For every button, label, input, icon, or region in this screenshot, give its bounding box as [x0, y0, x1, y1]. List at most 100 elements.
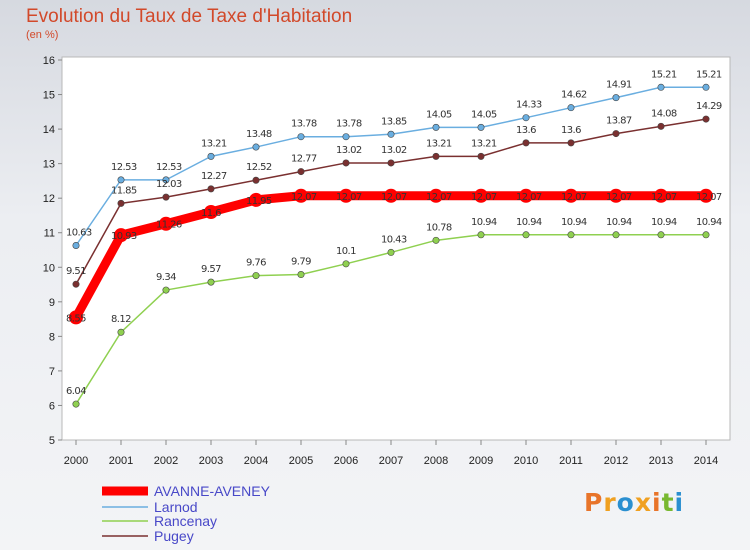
data-label: 8.12	[111, 314, 131, 325]
data-label: 13.21	[471, 138, 497, 149]
data-point	[657, 231, 665, 239]
y-tick-label: 5	[49, 435, 55, 447]
data-label: 14.05	[471, 109, 497, 120]
data-point	[522, 139, 530, 147]
data-point	[702, 83, 710, 91]
data-point	[297, 168, 305, 176]
data-point	[477, 152, 485, 160]
data-label: 14.91	[606, 80, 632, 91]
x-tick-label: 2004	[244, 455, 268, 467]
x-tick-label: 2010	[514, 455, 538, 467]
data-point	[162, 193, 170, 201]
legend-item-rancenay: Rancenay	[102, 513, 217, 529]
series-avanne-aveney: 8.55 10.93 11.26 11.6 11.95 12.07 12.07 12.07 12…	[66, 188, 722, 325]
data-label: 13.02	[336, 145, 362, 156]
data-label: 14.62	[561, 90, 587, 101]
data-label: 12.07	[561, 192, 587, 203]
data-point	[117, 328, 125, 336]
data-point	[342, 133, 350, 141]
data-point	[432, 123, 440, 131]
y-tick-label: 13	[43, 159, 55, 171]
y-tick-label: 8	[49, 331, 55, 343]
data-point	[384, 188, 398, 203]
data-point	[249, 192, 263, 207]
data-label: 10.1	[336, 246, 356, 257]
data-point	[612, 94, 620, 102]
data-label: 14.33	[516, 100, 542, 111]
data-point	[657, 122, 665, 130]
data-label: 10.63	[66, 228, 92, 239]
legend-item-pugey: Pugey	[102, 528, 194, 544]
data-point	[654, 188, 668, 203]
data-label: 13.6	[561, 125, 581, 136]
data-point	[477, 231, 485, 239]
data-label: 13.21	[201, 138, 227, 149]
data-label: 12.07	[336, 192, 362, 203]
data-point	[432, 236, 440, 244]
series-pugey: 9.51 11.85 12.03 12.27 12.52 12.77 13.02 13.02 1…	[66, 101, 722, 288]
data-point	[114, 228, 128, 243]
data-label: 6.04	[66, 386, 86, 397]
data-point	[474, 188, 488, 203]
data-point	[72, 400, 80, 408]
x-tick-label: 2009	[469, 455, 493, 467]
data-point	[702, 231, 710, 239]
data-label: 9.57	[201, 264, 221, 275]
data-label: 11.26	[156, 220, 182, 231]
x-tick-label: 2011	[559, 455, 583, 467]
x-tick-label: 2003	[199, 455, 223, 467]
data-point	[519, 188, 533, 203]
x-tick-label: 2006	[334, 455, 358, 467]
data-label: 10.94	[516, 217, 542, 228]
data-point	[207, 152, 215, 160]
data-point	[294, 188, 308, 203]
data-point	[72, 280, 80, 288]
y-tick-label: 11	[44, 228, 55, 240]
proxiti-logo: Proxiti	[584, 488, 685, 517]
data-point	[162, 176, 170, 184]
data-label: 9.76	[246, 258, 266, 269]
data-point	[252, 272, 260, 280]
data-label: 10.78	[426, 222, 452, 233]
data-point	[612, 130, 620, 138]
data-point	[522, 231, 530, 239]
data-point	[117, 199, 125, 207]
x-tick-label: 2013	[649, 455, 673, 467]
data-label: 12.07	[471, 192, 497, 203]
data-point	[432, 152, 440, 160]
data-label: 12.27	[201, 171, 227, 182]
data-point	[117, 176, 125, 184]
data-label: 12.07	[651, 192, 677, 203]
data-label: 13.02	[381, 145, 407, 156]
data-point	[699, 188, 713, 203]
data-label: 13.78	[336, 119, 362, 130]
y-tick-label: 9	[49, 297, 55, 309]
data-point	[477, 123, 485, 131]
data-label: 13.85	[381, 116, 407, 127]
data-point	[162, 286, 170, 294]
y-tick-label: 16	[43, 55, 55, 67]
data-label: 9.51	[66, 266, 86, 277]
x-tick-label: 2005	[289, 455, 313, 467]
data-label: 14.29	[696, 101, 722, 112]
data-point	[609, 188, 623, 203]
legend-label: AVANNE-AVENEY	[154, 483, 271, 499]
data-point	[159, 216, 173, 231]
y-tick-label: 14	[43, 124, 55, 136]
legend-item-larnod: Larnod	[102, 499, 198, 515]
data-point	[207, 278, 215, 286]
data-label: 12.07	[516, 192, 542, 203]
data-label: 10.94	[651, 217, 677, 228]
data-label: 13.48	[246, 129, 272, 140]
data-point	[204, 205, 218, 219]
data-label: 12.07	[606, 192, 632, 203]
legend-item-avanne-aveney: AVANNE-AVENEY	[102, 483, 271, 499]
data-label: 13.78	[291, 119, 317, 130]
data-label: 12.07	[426, 192, 452, 203]
chart-title: Evolution du Taux de Taxe d'Habitation	[26, 6, 353, 27]
data-label: 11.6	[201, 208, 221, 219]
data-label: 10.94	[696, 217, 722, 228]
